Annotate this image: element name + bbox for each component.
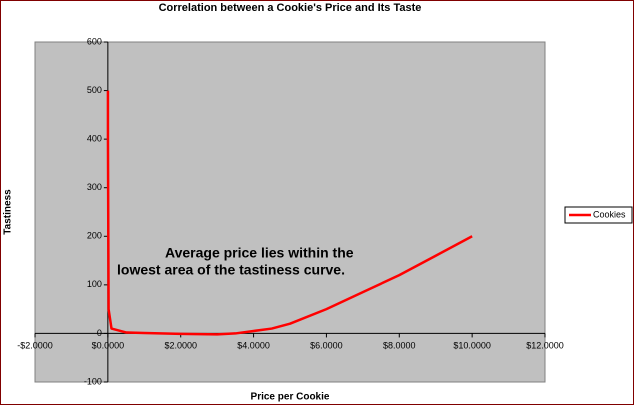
y-tick-label: -100 [84,376,102,386]
x-tick-label: $10.0000 [453,340,491,350]
y-tick-label: 200 [87,231,102,241]
y-tick-label: 400 [87,134,102,144]
y-tick-label: 300 [87,182,102,192]
annotation: Average price lies within the [165,245,354,261]
y-tick-label: 100 [87,279,102,289]
x-tick-label: $0.0000 [92,340,125,350]
x-tick-label: $6.0000 [310,340,343,350]
y-tick-label: 0 [97,328,102,338]
x-tick-label: $8.0000 [383,340,416,350]
annotation: lowest area of the tastiness curve. [117,262,345,278]
x-tick-label: $4.0000 [237,340,270,350]
x-axis-title: Price per Cookie [251,392,330,403]
chart-title: Correlation between a Cookie's Price and… [159,2,422,14]
legend-label: Cookies [593,209,626,219]
x-tick-label: $2.0000 [164,340,197,350]
legend-box [564,206,633,224]
series-line [106,90,473,336]
x-tick-label: $12.0000 [526,340,564,350]
y-axis-title: Tastiness [3,189,14,235]
y-tick-label: 500 [87,85,102,95]
plot-area [34,41,546,383]
y-tick-label: 600 [87,36,102,46]
x-tick-label: -$2.0000 [17,340,53,350]
